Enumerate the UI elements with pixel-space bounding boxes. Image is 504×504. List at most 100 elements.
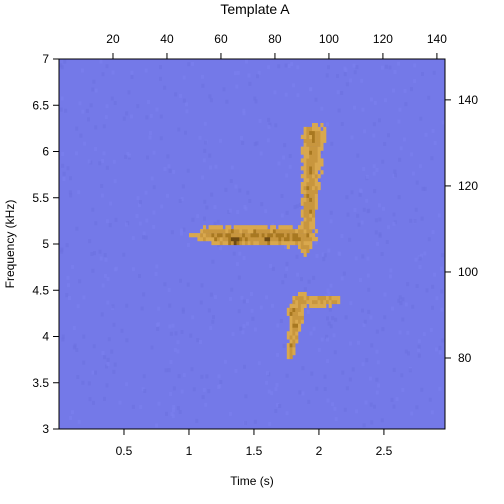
noise-cell [300,154,304,159]
noise-cell [122,252,126,257]
call-cell [228,225,232,230]
noise-cell [362,423,366,428]
noise-cell [332,333,336,338]
noise-cell [236,210,240,214]
call-cell [314,197,318,202]
call-cell [309,221,313,226]
noise-cell [93,251,96,256]
noise-cell [326,337,329,342]
noise-cell [365,174,369,179]
noise-cell [369,97,373,102]
call-cell [306,205,310,210]
call-cell [250,237,254,242]
call-cell [300,303,304,308]
call-cell [298,303,302,308]
call-cell [242,237,246,242]
noise-cell [91,370,95,375]
noise-cell [180,231,183,236]
noise-cell [417,344,421,349]
noise-cell [397,298,401,303]
noise-cell [415,284,419,288]
call-cell [289,303,293,308]
noise-cell [359,189,363,194]
noise-cell [201,74,204,79]
noise-cell [75,151,78,156]
call-cell [267,240,271,246]
noise-cell [81,109,85,114]
noise-cell [419,116,423,121]
x-tick-label: 1 [186,444,193,458]
call-cell [320,299,324,305]
call-cell [314,170,318,175]
call-cell [236,233,240,238]
noise-cell [413,63,417,68]
noise-cell [222,87,226,92]
call-cell [317,158,321,163]
call-cell [306,138,310,143]
call-cell [314,146,318,151]
noise-cell [340,234,344,238]
call-cell [298,225,302,230]
noise-cell [378,233,382,238]
call-cell [309,233,313,238]
noise-cell [326,122,329,127]
call-cell [214,225,218,230]
noise-cell [159,76,162,81]
noise-cell [102,151,106,156]
noise-cell [142,235,145,240]
noise-cell [284,63,288,68]
noise-cell [209,292,213,297]
call-cell [217,229,221,234]
call-cell [312,201,316,206]
noise-cell [99,256,103,261]
noise-cell [112,159,116,164]
call-cell [289,354,293,360]
call-cell [309,225,313,230]
noise-cell [391,306,394,311]
noise-cell [323,387,327,391]
y-tick-label: 6.5 [32,98,49,112]
call-cell [230,233,234,238]
noise-cell [100,184,104,188]
call-cell [272,240,276,246]
noise-cell [345,82,349,87]
noise-cell [253,142,257,147]
noise-cell [301,206,305,211]
noise-cell [341,370,345,375]
noise-cell [60,96,64,101]
call-cell [300,166,304,171]
call-cell [314,154,318,159]
call-cell [314,205,318,210]
noise-cell [235,84,239,89]
call-cell [309,217,313,222]
call-cell [309,237,313,242]
call-cell [236,240,240,246]
call-cell [284,229,288,234]
y-tick-label: 4 [42,330,49,344]
noise-cell [343,66,347,71]
call-cell [289,237,293,242]
right-tick-label: 80 [458,351,472,365]
call-cell [303,237,307,242]
call-cell [306,244,310,250]
call-cell [320,170,324,175]
noise-cell [201,175,205,180]
noise-cell [112,322,116,327]
noise-cell [266,371,269,376]
call-cell [217,225,221,230]
call-cell [309,201,313,206]
noise-cell [392,212,396,217]
noise-cell [157,401,161,406]
call-cell [278,240,282,246]
call-cell [289,327,293,332]
call-cell [239,229,243,234]
call-cell [312,193,316,198]
call-cell [317,150,321,155]
noise-cell [198,135,202,140]
noise-cell [204,402,208,407]
noise-cell [240,295,244,300]
noise-cell [355,65,359,70]
noise-cell [205,374,209,379]
noise-cell [124,154,128,159]
noise-cell [366,256,370,261]
